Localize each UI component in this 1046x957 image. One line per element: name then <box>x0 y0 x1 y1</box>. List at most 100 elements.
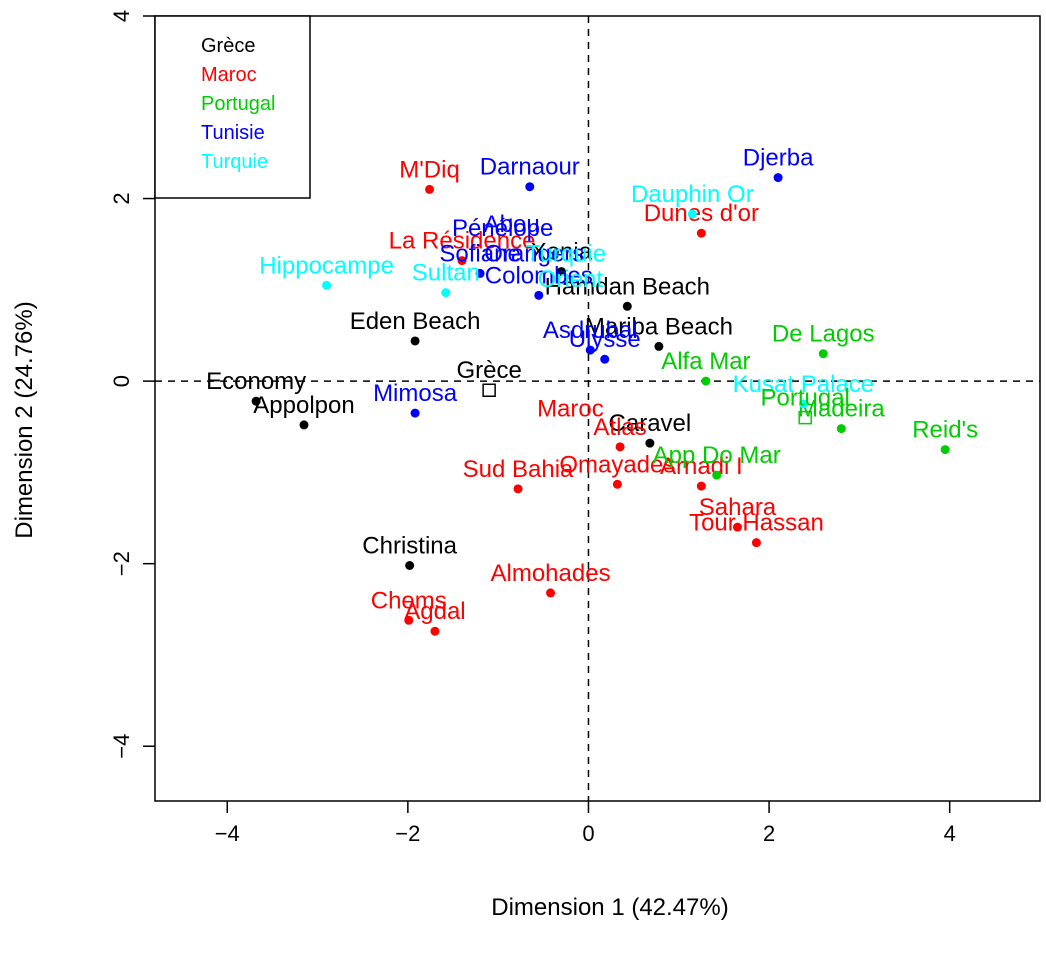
point-de-lagos: De Lagos <box>772 321 875 359</box>
reference-lines <box>155 16 1040 801</box>
plot-frame <box>154 15 1041 802</box>
data-point-marker <box>836 424 846 434</box>
x-axis: −4 −2 0 2 4 <box>215 801 956 846</box>
centroid-label: Portugal <box>761 385 850 412</box>
point-ulysse: Ulysse <box>569 326 641 364</box>
data-point-label: Sahara <box>699 494 777 521</box>
data-point-marker <box>751 538 761 548</box>
centroid-marker <box>482 383 496 397</box>
data-point-label: Sultan <box>412 260 480 287</box>
data-point-marker <box>612 479 622 489</box>
point-economy: Economy <box>206 368 306 406</box>
point-madeira: Madeira <box>798 396 885 434</box>
data-point-label: La Résidence <box>389 228 536 255</box>
point-hamdan-beach: Hamdan Beach <box>545 273 710 311</box>
data-point-marker <box>773 173 783 183</box>
legend-entry-maroc: Maroc <box>201 64 257 86</box>
point-tour-hassan: Tour Hassan <box>689 510 824 548</box>
data-point-label: Xenia <box>531 239 593 266</box>
data-point-label: Eden Beach <box>350 308 481 335</box>
point-omayades: Omayades <box>559 451 675 489</box>
data-point-label: Sofiane <box>439 240 520 267</box>
data-point-marker <box>430 626 440 636</box>
point-eden-beach: Eden Beach <box>350 308 481 346</box>
x-tick-label: 0 <box>582 821 594 846</box>
centroid-label: Grèce <box>456 357 521 384</box>
legend-entry-portugal: Portugal <box>201 93 276 115</box>
data-point-label: Omayades <box>559 451 675 478</box>
overlap-label-penelope: Pénélope <box>452 215 553 242</box>
data-point-label: Ulysse <box>569 326 641 353</box>
data-point-marker <box>475 268 485 278</box>
data-point-marker <box>556 267 566 277</box>
point-la-residence: La Résidence <box>389 228 536 266</box>
data-point-label: De Lagos <box>772 321 875 348</box>
data-point-label: Agdal <box>404 598 465 625</box>
point-sultan: Sultan <box>412 260 480 298</box>
point-asdrubal: Asdrubal <box>543 317 638 355</box>
data-point-label: Darnaour <box>480 154 580 181</box>
y-tick-label: 0 <box>109 375 134 387</box>
y-tick-label: −2 <box>109 551 134 576</box>
overlap-label-orient: Orient <box>538 266 604 293</box>
data-point-label: Kusat Palace <box>733 371 874 398</box>
x-tick-label: 4 <box>944 821 956 846</box>
data-point-marker <box>441 288 451 298</box>
data-point-marker <box>457 256 467 266</box>
data-point-label: Asdrubal <box>543 317 638 344</box>
point-kusat-palace: Kusat Palace <box>733 371 874 409</box>
point-sofiane: Sofiane <box>439 240 521 278</box>
data-point-label: Dauphin Or <box>631 181 754 208</box>
data-point-label: Caravel <box>609 410 692 437</box>
data-point-label: Colombes <box>485 262 593 289</box>
legend: Grèce Maroc Portugal Tunisie Turquie <box>154 15 311 199</box>
data-point-marker <box>701 376 711 386</box>
x-tick-label: −4 <box>215 821 240 846</box>
data-point-marker <box>696 228 706 238</box>
overlap-label-orangers: Orangers <box>484 240 584 267</box>
data-point-marker <box>513 484 523 494</box>
point-arnadi-i: Arnadi I <box>660 453 743 491</box>
data-point-marker <box>251 396 261 406</box>
point-sahara: Sahara <box>699 494 777 532</box>
data-point-label: Djerba <box>743 145 814 172</box>
y-tick-label: 2 <box>109 192 134 204</box>
point-app-do-mar: App Do Mar <box>653 442 781 480</box>
data-point-marker <box>645 438 655 448</box>
legend-entry-tunisie: Tunisie <box>201 122 265 144</box>
data-point-label: Appolpon <box>253 392 354 419</box>
y-axis: −4 −2 0 2 4 <box>109 10 155 759</box>
centroid-marker <box>798 410 812 425</box>
data-point-label: Alfa Mar <box>661 348 750 375</box>
data-point-marker <box>615 442 625 452</box>
data-point-label: Christina <box>362 533 457 560</box>
point-colombes: Colombes <box>485 262 593 300</box>
data-point-marker <box>940 445 950 455</box>
legend-entry-turquie: Turquie <box>201 151 268 173</box>
data-point-label: Atlas <box>593 414 646 441</box>
y-tick-label: 4 <box>109 10 134 22</box>
overlap-label-maroc: Maroc <box>537 396 604 423</box>
overlap-label-abou: Abou <box>484 211 540 238</box>
x-axis-title: Dimension 1 (42.47%) <box>491 894 728 921</box>
data-point-marker <box>546 588 556 598</box>
data-point-marker <box>410 408 420 418</box>
point-xenia: Xenia <box>531 239 593 277</box>
data-point-label: Almohades <box>491 560 611 587</box>
data-point-marker <box>425 184 435 194</box>
data-point-marker <box>696 481 706 491</box>
point-sud-bahia: Sud Bahia <box>463 456 574 494</box>
data-point-label: App Do Mar <box>653 442 781 469</box>
y-axis-title: Dimension 2 (24.76%) <box>11 301 38 538</box>
point-alfa-mar: Alfa Mar <box>661 348 751 386</box>
legend-entry-grece: Grèce <box>201 35 255 57</box>
data-point-marker <box>818 349 828 359</box>
data-point-label: Tour Hassan <box>689 510 824 537</box>
data-point-label: Sud Bahia <box>463 456 574 483</box>
point-dauphin-or: Dauphin Or <box>631 181 754 219</box>
data-point-marker <box>534 290 544 300</box>
data-point-label: Arnadi I <box>660 453 743 480</box>
point-caravel: Caravel <box>609 410 692 448</box>
point-mimosa: Mimosa <box>373 380 458 418</box>
